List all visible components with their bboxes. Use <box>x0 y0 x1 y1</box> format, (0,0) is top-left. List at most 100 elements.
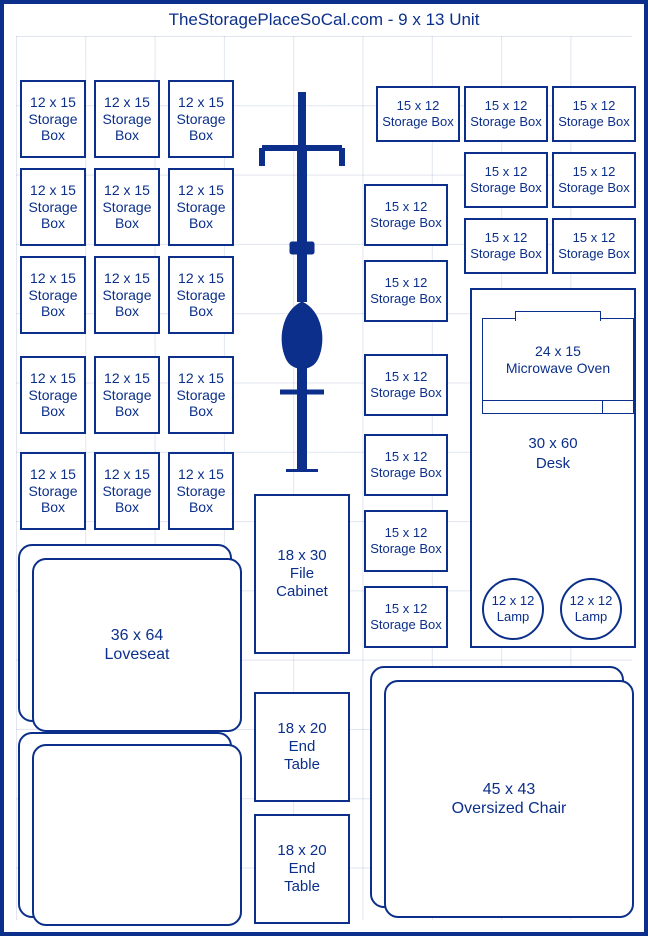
storage-unit-canvas: TheStoragePlaceSoCal.com - 9 x 13 Unit 1… <box>0 0 648 936</box>
item-label: Cabinet <box>276 583 328 601</box>
item-label: Storage Box <box>558 246 630 262</box>
item-label: End <box>289 738 316 756</box>
microwave-oven: 24 x 15Microwave Oven <box>478 314 630 410</box>
item-dimensions: 15 x 12 <box>573 230 616 246</box>
item-dimensions: 12 x 15 <box>104 466 150 483</box>
item-dimensions: 12 x 15 <box>104 270 150 287</box>
item-label: Storage Box <box>558 114 630 130</box>
item-label: Box <box>115 403 139 420</box>
item-label: Box <box>41 215 65 232</box>
item-label: Storage <box>102 111 151 128</box>
item-dimensions: 12 x 15 <box>178 94 224 111</box>
item-label: Table <box>284 756 320 774</box>
item-dimensions: 12 x 15 <box>30 270 76 287</box>
storage-box-15x12: 15 x 12Storage Box <box>364 184 448 246</box>
storage-box-15x12: 15 x 12Storage Box <box>552 218 636 274</box>
item-label: Storage Box <box>370 215 442 231</box>
item-label: Box <box>189 127 213 144</box>
item-dimensions: 15 x 12 <box>385 199 428 215</box>
bicycle-icon <box>252 92 352 472</box>
storage-box-15x12: 15 x 12Storage Box <box>464 152 548 208</box>
item-label: Oversized Chair <box>452 799 567 818</box>
item-label: Box <box>115 499 139 516</box>
item-dimensions: 18 x 20 <box>277 720 326 738</box>
item-label: Storage Box <box>370 541 442 557</box>
item-dimensions: 15 x 12 <box>397 98 440 114</box>
item-label: Storage <box>176 199 225 216</box>
item-dimensions: 15 x 12 <box>385 369 428 385</box>
item-label: Storage Box <box>370 385 442 401</box>
storage-box-12x15: 12 x 15StorageBox <box>168 168 234 246</box>
storage-box-15x12: 15 x 12Storage Box <box>464 218 548 274</box>
item-label: Storage <box>28 287 77 304</box>
item-label: Storage Box <box>470 180 542 196</box>
item-label: Storage Box <box>370 291 442 307</box>
item-label: Storage <box>28 483 77 500</box>
item-label: Table <box>284 878 320 896</box>
storage-box-12x15: 12 x 15StorageBox <box>168 452 234 530</box>
end-table: 18 x 20EndTable <box>254 692 350 802</box>
item-label: Storage <box>102 387 151 404</box>
item-label: Storage Box <box>382 114 454 130</box>
item-label: Loveseat <box>105 645 170 664</box>
end-table: 18 x 20EndTable <box>254 814 350 924</box>
item-label: Box <box>41 127 65 144</box>
oversized-chair: 45 x 43Oversized Chair <box>384 680 634 918</box>
item-dimensions: 12 x 12 <box>570 593 613 609</box>
item-dimensions: 15 x 12 <box>485 98 528 114</box>
item-dimensions: 18 x 30 <box>277 547 326 565</box>
item-label: Box <box>189 403 213 420</box>
storage-box-12x15: 12 x 15StorageBox <box>20 452 86 530</box>
storage-box-12x15: 12 x 15StorageBox <box>94 356 160 434</box>
item-label: Storage <box>28 387 77 404</box>
loveseat-stack <box>32 744 242 926</box>
item-label: Storage Box <box>370 465 442 481</box>
stage: 12 x 15StorageBox12 x 15StorageBox12 x 1… <box>4 4 644 932</box>
item-dimensions: 15 x 12 <box>485 230 528 246</box>
item-dimensions: 36 x 64 <box>111 626 163 645</box>
item-dimensions: 12 x 15 <box>178 182 224 199</box>
microwave-base <box>482 400 634 414</box>
item-label: Box <box>189 499 213 516</box>
item-dimensions: 15 x 12 <box>385 275 428 291</box>
item-dimensions: 12 x 15 <box>178 270 224 287</box>
storage-box-12x15: 12 x 15StorageBox <box>20 80 86 158</box>
desk-label: 30 x 60Desk <box>470 434 636 473</box>
item-label: Storage <box>102 483 151 500</box>
storage-box-12x15: 12 x 15StorageBox <box>94 168 160 246</box>
item-label: Storage <box>102 199 151 216</box>
item-label: Storage <box>176 287 225 304</box>
item-dimensions: 12 x 15 <box>104 370 150 387</box>
item-dimensions: 12 x 15 <box>30 466 76 483</box>
microwave-body: 24 x 15Microwave Oven <box>482 318 634 400</box>
item-label: Box <box>41 499 65 516</box>
item-label: Box <box>115 215 139 232</box>
item-dimensions: 15 x 12 <box>385 449 428 465</box>
item-label: Storage Box <box>470 114 542 130</box>
item-label: Lamp <box>497 609 530 625</box>
item-dimensions: 12 x 15 <box>178 370 224 387</box>
lamp: 12 x 12Lamp <box>560 578 622 640</box>
item-dimensions: 15 x 12 <box>385 525 428 541</box>
loveseat: 36 x 64Loveseat <box>32 558 242 732</box>
item-label: Box <box>41 303 65 320</box>
storage-box-15x12: 15 x 12Storage Box <box>376 86 460 142</box>
item-label: Storage Box <box>370 617 442 633</box>
item-label: Storage <box>28 199 77 216</box>
item-dimensions: 12 x 12 <box>492 593 535 609</box>
item-dimensions: 15 x 12 <box>485 164 528 180</box>
storage-box-15x12: 15 x 12Storage Box <box>552 152 636 208</box>
item-label: Storage <box>176 387 225 404</box>
item-label: Box <box>189 303 213 320</box>
storage-box-15x12: 15 x 12Storage Box <box>364 260 448 322</box>
file-cabinet: 18 x 30FileCabinet <box>254 494 350 654</box>
item-label: Box <box>115 127 139 144</box>
item-dimensions: 12 x 15 <box>104 94 150 111</box>
item-dimensions: 12 x 15 <box>30 370 76 387</box>
storage-box-15x12: 15 x 12Storage Box <box>364 354 448 416</box>
item-label: End <box>289 860 316 878</box>
lamp: 12 x 12Lamp <box>482 578 544 640</box>
storage-box-12x15: 12 x 15StorageBox <box>20 356 86 434</box>
storage-box-12x15: 12 x 15StorageBox <box>20 256 86 334</box>
item-label: Box <box>189 215 213 232</box>
